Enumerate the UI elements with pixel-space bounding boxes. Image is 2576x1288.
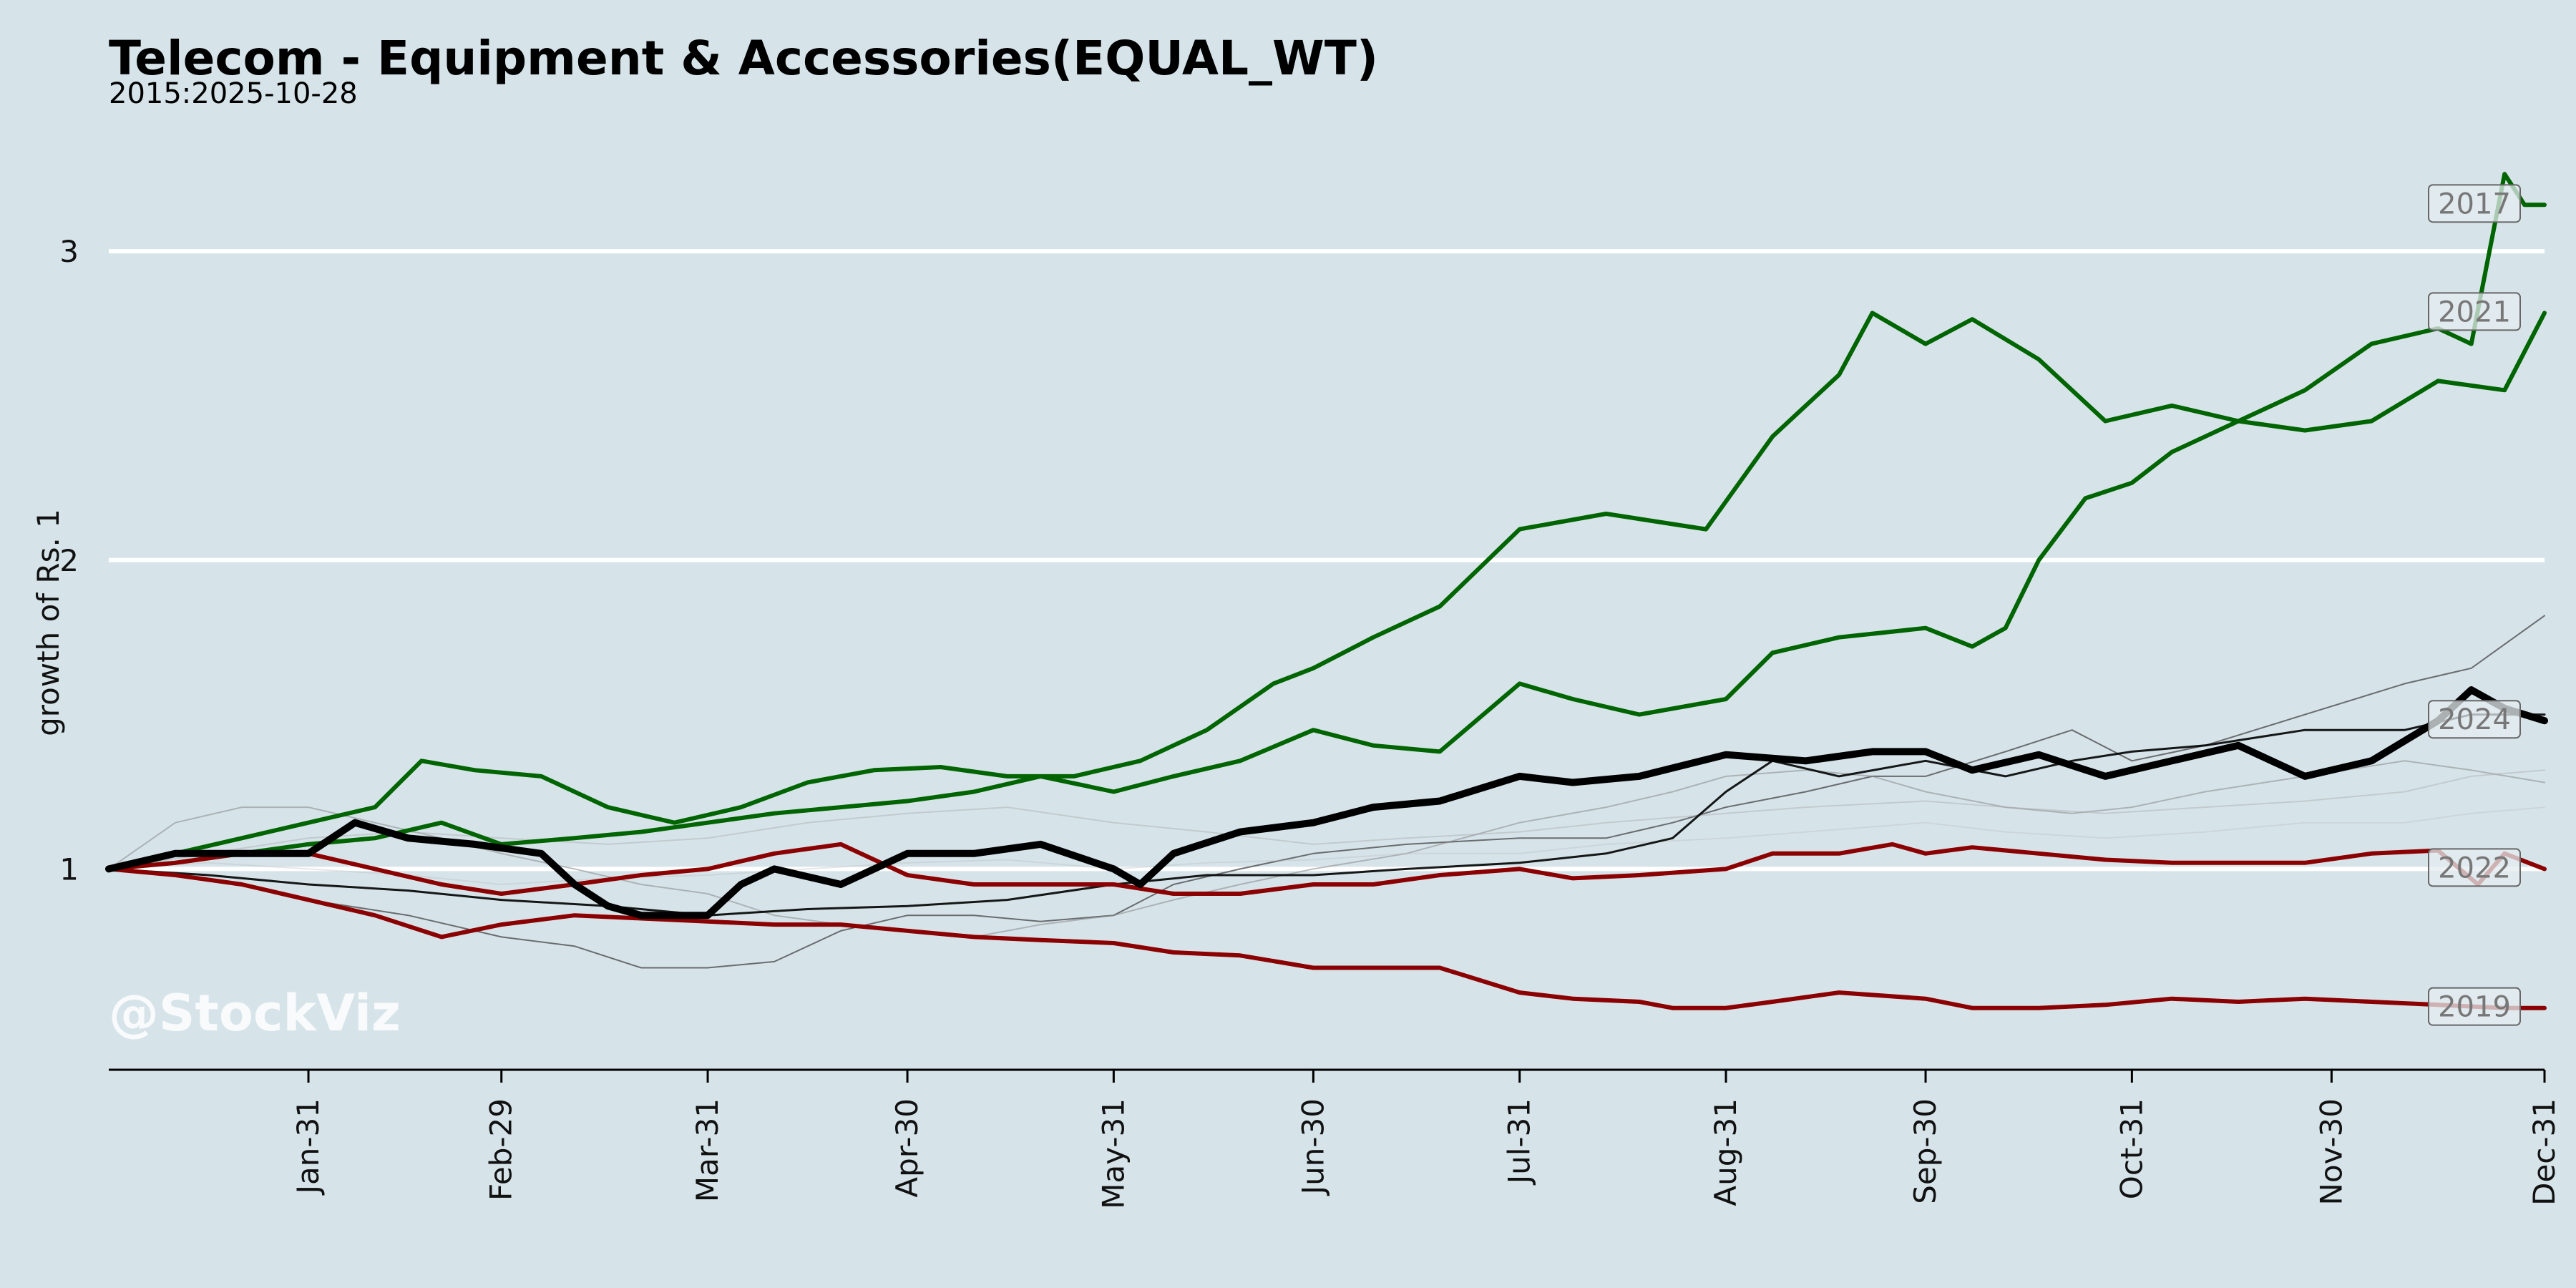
x-tick-label: Apr-30 (889, 1098, 924, 1198)
x-tick-label: Oct-31 (2114, 1098, 2149, 1199)
end-label-2017: 2017 (2428, 184, 2521, 223)
x-tick-label: Jun-30 (1295, 1098, 1330, 1196)
axis-layer: 1 2 3 Jan-31 Feb-29 Mar-31 Apr-30 May-31 Jun-30 J… (59, 234, 2562, 1209)
series-line-2022 (107, 841, 2547, 896)
series-line (108, 615, 2545, 969)
x-tick-label: Feb-29 (484, 1098, 519, 1201)
y-tick-label: 1 (59, 852, 79, 887)
x-tick-label: Sep-30 (1908, 1098, 1943, 1204)
x-tick-label: Mar-31 (690, 1098, 725, 1202)
series-line-2017 (107, 172, 2547, 872)
end-label-text: 2022 (2438, 852, 2511, 884)
end-label-text: 2021 (2438, 296, 2511, 328)
series-line (108, 769, 2545, 870)
chart-subtitle: 2015:2025-10-28 (109, 77, 358, 110)
x-tick-label: Dec-31 (2527, 1098, 2562, 1206)
end-label-text: 2024 (2438, 703, 2511, 736)
series-line (107, 713, 2546, 917)
series-layer (105, 172, 2548, 1010)
x-tick-label: Jul-31 (1502, 1098, 1537, 1186)
end-label-box (2428, 292, 2521, 331)
y-axis-label: growth of Rs. 1 (31, 509, 66, 736)
end-label-box (2428, 184, 2521, 223)
grid-layer (109, 249, 2545, 872)
end-label-text: 2019 (2438, 991, 2511, 1024)
end-label-2019: 2019 (2428, 987, 2521, 1026)
end-label-box (2428, 700, 2521, 739)
series-line (108, 760, 2545, 938)
x-tick-label: May-31 (1096, 1098, 1131, 1209)
x-tick-label: Aug-31 (1708, 1098, 1743, 1206)
series-line-2019 (107, 867, 2547, 1010)
series-line-2021 (107, 311, 2547, 872)
y-tick-label: 3 (59, 234, 79, 269)
watermark: @StockViz (109, 984, 401, 1043)
end-label-2024: 2024 (2428, 700, 2521, 739)
end-label-box (2428, 987, 2521, 1026)
series-line (108, 806, 2545, 885)
y-tick-label: 2 (59, 543, 79, 578)
chart-title: Telecom - Equipment & Accessories(EQUAL_… (109, 31, 1378, 86)
end-label-text: 2017 (2438, 187, 2511, 220)
end-label-layer: 2017 2021 2024 2022 2019 (2428, 184, 2521, 1026)
end-label-2021: 2021 (2428, 292, 2521, 331)
end-label-box (2428, 848, 2521, 887)
x-tick-label: Nov-30 (2313, 1098, 2348, 1205)
series-line-2024 (105, 686, 2548, 919)
end-label-2022: 2022 (2428, 848, 2521, 887)
x-tick-label: Jan-31 (291, 1098, 326, 1196)
